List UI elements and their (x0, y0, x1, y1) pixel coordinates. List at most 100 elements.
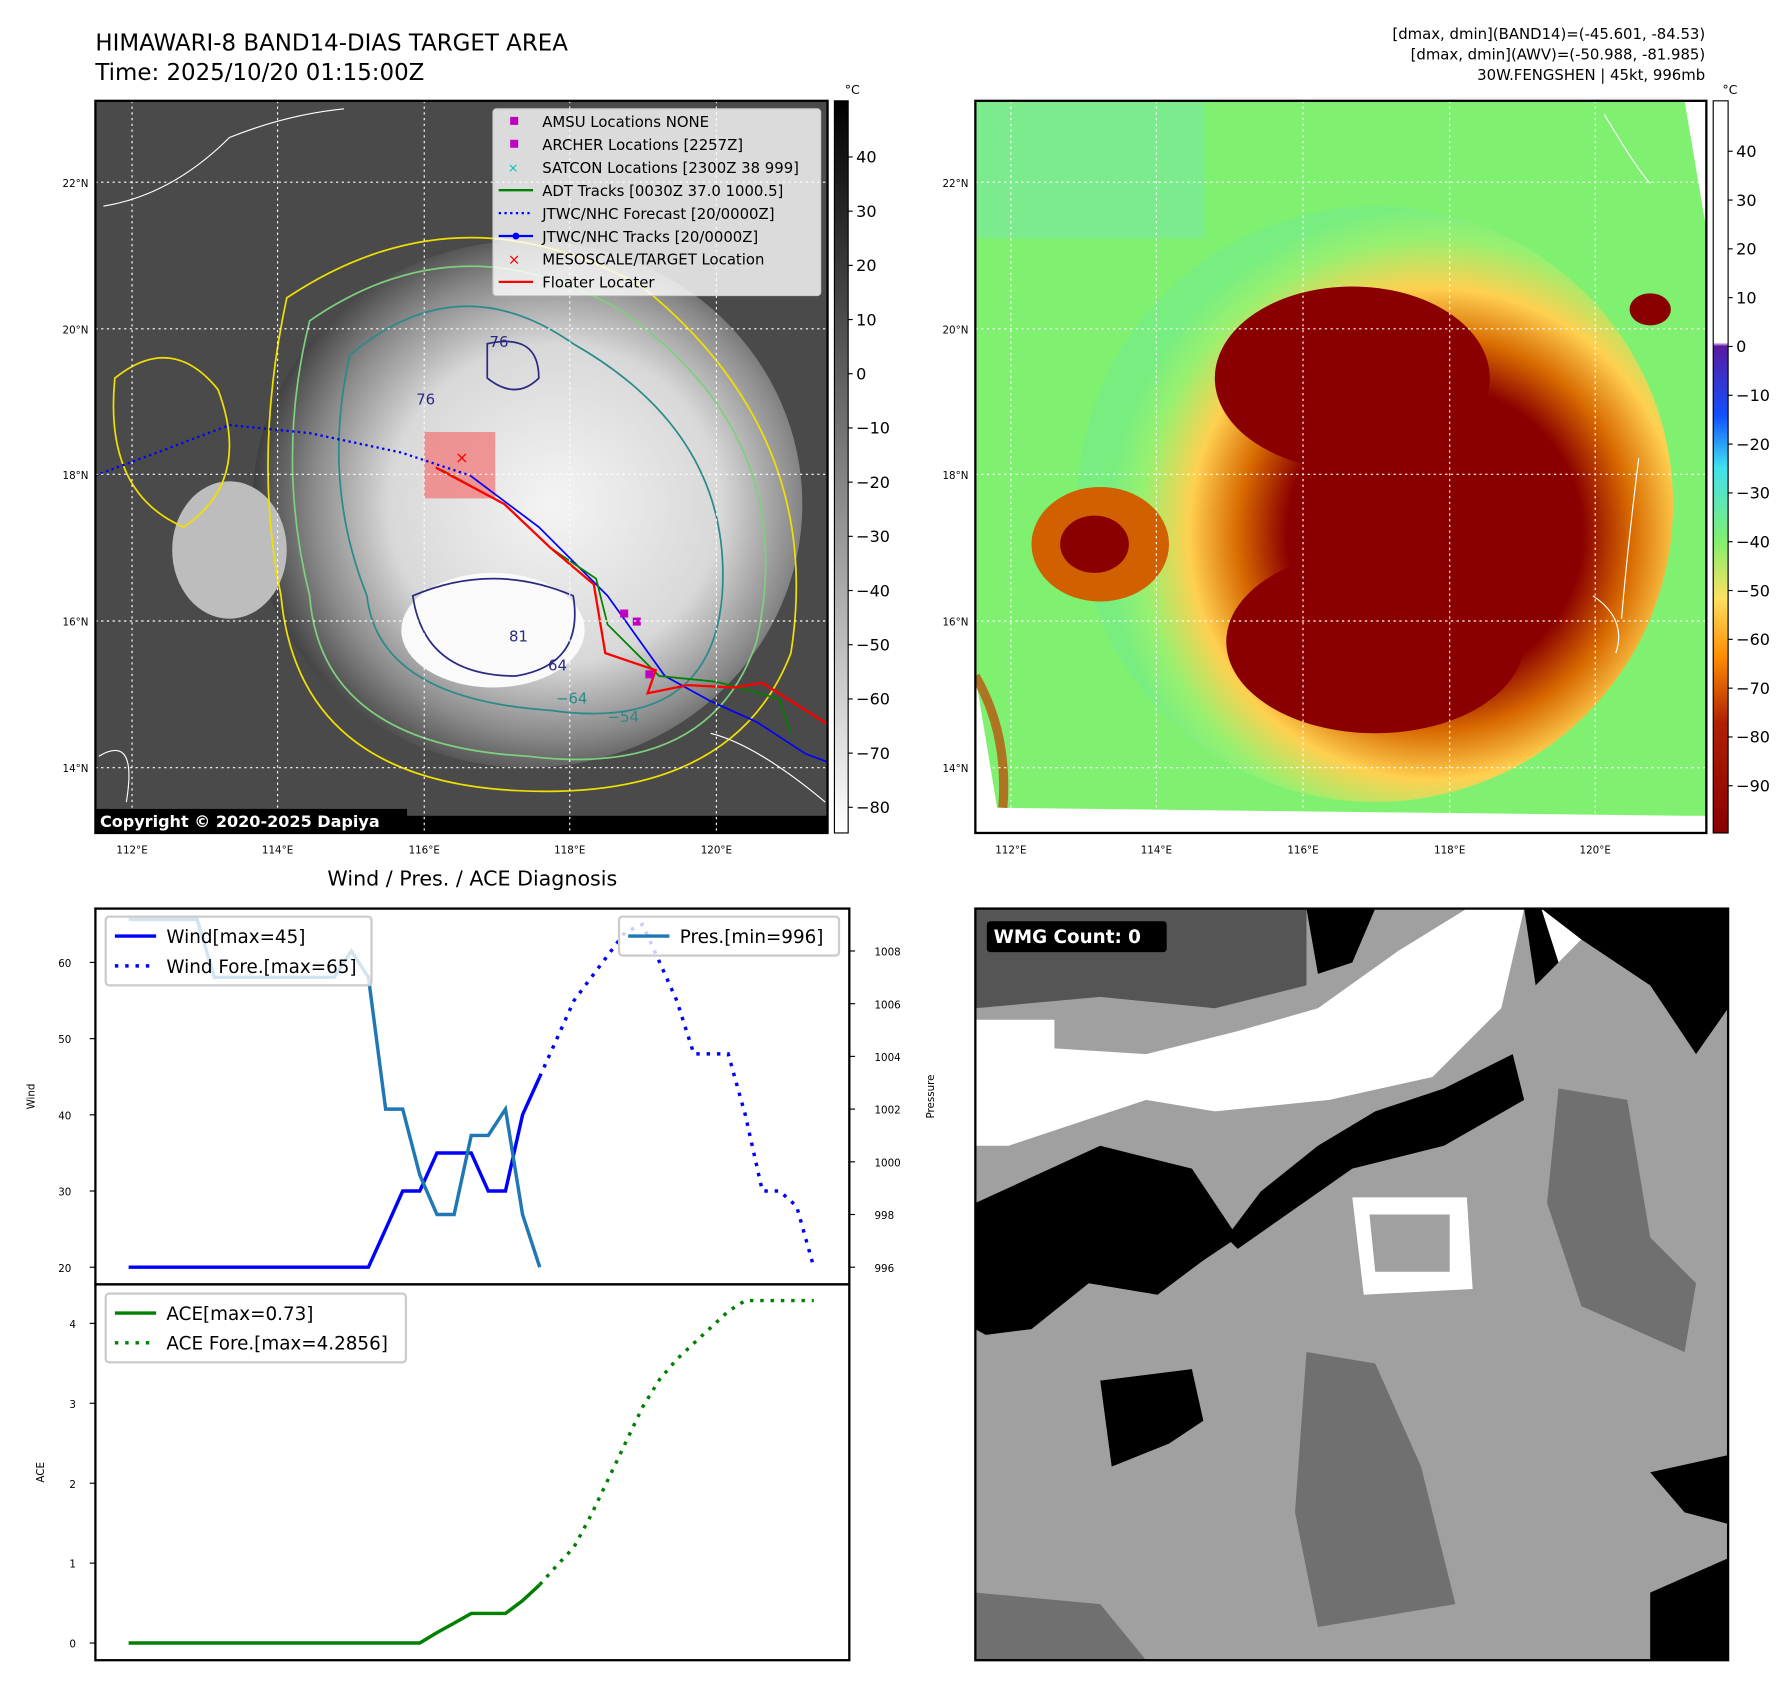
lon-label: 120°E (701, 845, 732, 857)
satcon-marker-icon: × (508, 160, 519, 175)
legend-label: JTWC/NHC Tracks [20/0000Z] (541, 228, 758, 246)
x-marker-icon: × (508, 251, 520, 269)
contour-label: 76 (490, 333, 509, 351)
colorbar-tick: 40 (856, 148, 876, 167)
colorbar-unit: °C (1722, 82, 1737, 97)
pressure-tick: 996 (875, 1263, 895, 1275)
chart-legend: Wind[max=45] Wind Fore.[max=65] (104, 915, 373, 987)
colorbar-tick: −20 (1736, 435, 1770, 454)
lon-label: 114°E (262, 845, 293, 857)
pressure-tick: 1004 (875, 1052, 901, 1064)
colorbar-tick: −80 (1736, 728, 1770, 747)
legend-label: Pres.[min=996] (680, 927, 824, 948)
colorbar-tick: −30 (1736, 484, 1770, 503)
lon-label: 120°E (1580, 845, 1611, 857)
jtwc-forecast-track (95, 423, 471, 477)
info-awv: [dmax, dmin](AWV)=(-50.988, -81.985) (1411, 46, 1706, 64)
figure-title: HIMAWARI-8 BAND14-DIAS TARGET AREA (95, 30, 568, 56)
wind-tick: 40 (58, 1110, 71, 1122)
map-legend: AMSU Locations NONE ARCHER Locations [225… (492, 108, 822, 297)
ace-tick: 0 (69, 1639, 76, 1651)
lat-label: 20°N (943, 324, 969, 336)
colorbar-tick: 30 (856, 202, 876, 221)
contour-label: −54 (608, 708, 639, 726)
lon-label: 116°E (1287, 845, 1318, 857)
legend-label: Wind[max=45] (166, 927, 305, 948)
lat-label: 18°N (63, 470, 89, 482)
info-band14: [dmax, dmin](BAND14)=(-45.601, -84.53) (1392, 25, 1705, 43)
ace-tick: 2 (69, 1479, 76, 1491)
lon-label: 116°E (409, 845, 440, 857)
lon-label: 112°E (116, 845, 147, 857)
copyright: Copyright © 2020-2025 Dapiya (100, 812, 380, 831)
pressure-tick: 998 (875, 1210, 895, 1222)
ace-forecast-line (538, 1298, 814, 1586)
ace-tick: 4 (69, 1319, 76, 1331)
colorbar-tick: −70 (1736, 679, 1770, 698)
wind-line (128, 1076, 542, 1269)
colorbar-tick: −50 (856, 635, 890, 654)
legend-item: ADT Tracks [0030Z 37.0 1000.5] (498, 182, 783, 200)
lat-label: 16°N (943, 617, 969, 629)
legend-label: ADT Tracks [0030Z 37.0 1000.5] (542, 182, 783, 200)
colorbar-tick: −40 (856, 581, 890, 600)
pressure-tick: 1002 (875, 1105, 901, 1117)
wind-tick: 30 (58, 1187, 71, 1199)
wind-axis-label: Wind (26, 1084, 38, 1110)
pressure-tick: 1008 (875, 947, 901, 959)
colorbar-unit: °C (845, 82, 860, 97)
lat-label: 18°N (943, 470, 969, 482)
colorbar-tick: 30 (1736, 191, 1756, 210)
copyright-box (95, 808, 408, 833)
legend-label: AMSU Locations NONE (542, 113, 709, 131)
lon-label: 118°E (554, 845, 585, 857)
awv-map (975, 100, 1707, 833)
colorbar-tick: −30 (856, 527, 890, 546)
wind-tick: 50 (58, 1034, 71, 1046)
legend-label: SATCON Locations [2300Z 38 999] (542, 159, 799, 177)
ace-tick: 1 (69, 1559, 76, 1571)
chart-legend: Pres.[min=996] (617, 915, 841, 957)
figure-time: Time: 2025/10/20 01:15:00Z (94, 60, 424, 86)
legend-item: × MESOSCALE/TARGET Location (508, 251, 765, 269)
legend-item: JTWC/NHC Forecast [20/0000Z] (498, 205, 775, 223)
info-storm: 30W.FENGSHEN | 45kt, 996mb (1477, 66, 1705, 84)
colorbar-tick: −20 (856, 473, 890, 492)
colorbar-tick: 10 (1736, 288, 1756, 307)
contour-label: 81 (509, 628, 528, 646)
ace-line (128, 1583, 541, 1645)
legend-item: ARCHER Locations [2257Z] (510, 136, 743, 154)
wmg-image (975, 908, 1729, 1661)
wmg-count-box (986, 921, 1167, 953)
lat-label: 14°N (63, 763, 89, 775)
floater-track (435, 466, 828, 726)
colorbar-tick: 20 (856, 256, 876, 275)
chart-title: Wind / Pres. / ACE Diagnosis (327, 867, 617, 891)
contour-label: −64 (556, 689, 587, 707)
legend-label: JTWC/NHC Forecast [20/0000Z] (541, 205, 774, 223)
lon-label: 112°E (995, 845, 1026, 857)
lat-label: 20°N (63, 324, 89, 336)
wind-tick: 60 (58, 958, 71, 970)
pressure-tick: 1000 (875, 1157, 901, 1169)
wmg-count: WMG Count: 0 (994, 927, 1141, 948)
contour-label: 64 (548, 656, 567, 674)
lon-label: 114°E (1141, 845, 1172, 857)
legend-label: ACE[max=0.73] (166, 1304, 313, 1325)
colorbar-tick: −70 (856, 744, 890, 763)
lat-label: 22°N (63, 178, 89, 190)
mesoscale-target-marker: × (455, 448, 468, 467)
legend-label: ARCHER Locations [2257Z] (542, 136, 743, 154)
legend-label: ACE Fore.[max=4.2856] (166, 1334, 387, 1355)
chart-legend: ACE[max=0.73] ACE Fore.[max=4.2856] (104, 1292, 408, 1364)
lon-label: 118°E (1434, 845, 1465, 857)
colorbar-tick: 40 (1736, 142, 1756, 161)
legend-item: JTWC/NHC Tracks [20/0000Z] (498, 228, 758, 246)
colorbar-tick: −50 (1736, 581, 1770, 600)
square-marker-icon (510, 116, 519, 125)
band14-colorbar (833, 100, 849, 834)
colorbar-tick: −10 (1736, 386, 1770, 405)
lat-label: 22°N (943, 178, 969, 190)
mesoscale-target-area (424, 431, 496, 499)
